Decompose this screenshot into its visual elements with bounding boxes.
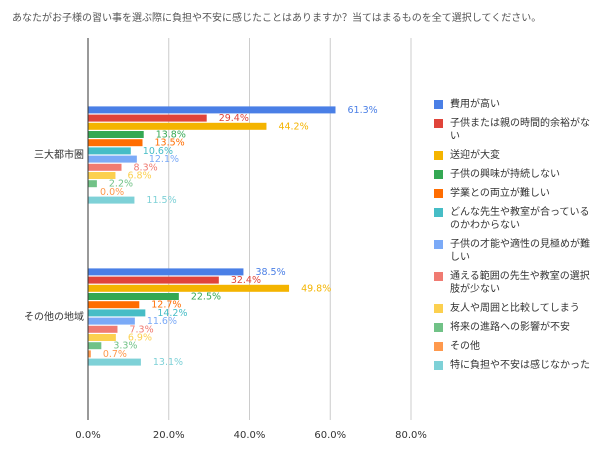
- value-label: 0.7%: [103, 349, 127, 360]
- legend-label: 友人や周囲と比較してしまう: [450, 303, 580, 314]
- value-label: 12.7%: [151, 300, 181, 311]
- legend-label: 通える範囲の先生や教室の選択肢が少ない: [450, 271, 590, 295]
- legend-swatch: [434, 361, 443, 370]
- legend-label: 費用が高い: [450, 99, 500, 110]
- bar: [88, 114, 207, 122]
- x-tick-label: 0.0%: [75, 430, 100, 441]
- legend-label: 子供の才能や適性の見極めが難しい: [450, 239, 590, 263]
- value-label: 61.3%: [347, 105, 377, 116]
- bar: [88, 342, 102, 350]
- legend-item: 友人や周囲と比較してしまう: [434, 302, 594, 315]
- value-label: 38.5%: [255, 267, 285, 278]
- bar: [88, 301, 140, 309]
- legend-swatch: [434, 240, 443, 249]
- bar: [88, 325, 118, 333]
- legend-item: その他: [434, 340, 594, 353]
- bar: [88, 317, 135, 325]
- bar: [88, 147, 131, 155]
- legend-swatch: [434, 342, 443, 351]
- bar: [88, 334, 116, 341]
- value-label: 7.3%: [129, 324, 153, 335]
- legend-swatch: [434, 208, 443, 217]
- value-label: 10.6%: [143, 146, 173, 157]
- bar: [88, 172, 116, 179]
- bar: [88, 309, 146, 317]
- bar: [88, 180, 97, 188]
- legend-item: 費用が高い: [434, 98, 594, 111]
- legend-swatch: [434, 151, 443, 160]
- value-label: 13.8%: [156, 130, 186, 141]
- legend-swatch: [434, 189, 443, 198]
- value-label: 49.8%: [301, 283, 331, 294]
- value-label: 6.8%: [127, 171, 151, 182]
- bar: [88, 139, 143, 147]
- legend-item: どんな先生や教室が合っているのかわからない: [434, 206, 594, 232]
- x-tick-label: 40.0%: [234, 430, 266, 441]
- legend-label: 子供または親の時間的余裕がない: [450, 118, 590, 142]
- value-label: 13.1%: [153, 357, 183, 368]
- bar: [88, 284, 290, 292]
- bar: [88, 350, 91, 358]
- legend-label: 子供の興味が持続しない: [450, 169, 560, 180]
- bar: [88, 106, 336, 114]
- value-label: 32.4%: [231, 275, 261, 286]
- x-tick-label: 60.0%: [314, 430, 346, 441]
- y-tick-label: その他の地域: [24, 310, 84, 323]
- value-label: 13.5%: [155, 138, 185, 149]
- legend-label: 特に負担や不安は感じなかった: [450, 360, 590, 371]
- legend-swatch: [434, 304, 443, 313]
- bar: [88, 122, 267, 130]
- bar: [88, 358, 141, 366]
- value-label: 8.3%: [134, 162, 158, 173]
- legend-swatch: [434, 119, 443, 128]
- x-tick-label: 20.0%: [153, 430, 185, 441]
- legend-item: 特に負担や不安は感じなかった: [434, 359, 594, 372]
- value-label: 11.5%: [146, 195, 176, 206]
- value-label: 3.3%: [113, 341, 137, 352]
- bar: [88, 276, 219, 284]
- bar: [88, 196, 135, 204]
- bar: [88, 293, 179, 300]
- value-label: 22.5%: [191, 292, 221, 303]
- value-label: 12.1%: [149, 154, 179, 165]
- value-label: 44.2%: [278, 121, 308, 132]
- legend-item: 通える範囲の先生や教室の選択肢が少ない: [434, 270, 594, 296]
- legend-item: 学業との両立が難しい: [434, 187, 594, 200]
- legend-item: 子供の才能や適性の見極めが難しい: [434, 238, 594, 264]
- legend-swatch: [434, 170, 443, 179]
- legend-label: 将来の進路への影響が不安: [450, 322, 570, 333]
- value-label: 6.9%: [128, 333, 152, 344]
- legend-label: 学業との両立が難しい: [450, 188, 550, 199]
- legend-label: どんな先生や教室が合っているのかわからない: [450, 207, 590, 231]
- value-label: 0.0%: [100, 187, 124, 198]
- legend-swatch: [434, 100, 443, 109]
- bar: [88, 163, 122, 171]
- legend-item: 将来の進路への影響が不安: [434, 321, 594, 334]
- legend-swatch: [434, 272, 443, 281]
- bar: [88, 131, 144, 138]
- value-label: 29.4%: [219, 113, 249, 124]
- legend-item: 子供または親の時間的余裕がない: [434, 117, 594, 143]
- value-label: 11.6%: [147, 316, 177, 327]
- value-label: 2.2%: [109, 179, 133, 190]
- y-tick-label: 三大都市圏: [34, 148, 84, 161]
- legend-swatch: [434, 323, 443, 332]
- bar: [88, 155, 137, 163]
- legend-label: その他: [450, 341, 480, 352]
- x-tick-label: 80.0%: [395, 430, 427, 441]
- chart-title: あなたがお子様の習い事を選ぶ際に負担や不安に感じたことはありますか？当てはまるも…: [12, 11, 541, 24]
- legend-label: 送迎が大変: [450, 150, 500, 161]
- legend-item: 送迎が大変: [434, 149, 594, 162]
- bar: [88, 268, 244, 276]
- value-label: 14.2%: [157, 308, 187, 319]
- legend: 費用が高い子供または親の時間的余裕がない送迎が大変子供の興味が持続しない 学業との…: [434, 98, 594, 372]
- legend-item: 子供の興味が持続しない: [434, 168, 594, 181]
